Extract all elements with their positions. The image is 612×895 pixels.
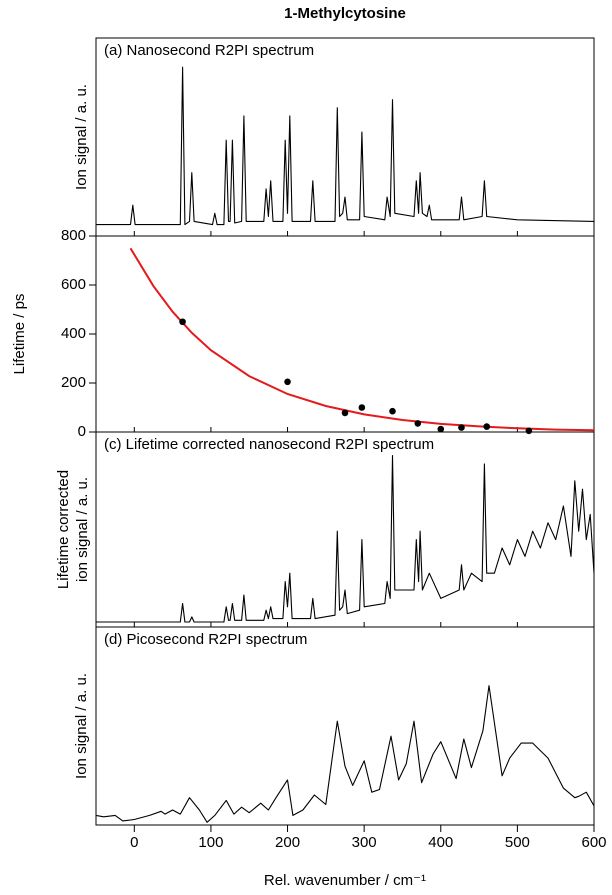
y-tick-label: 400 <box>61 325 86 342</box>
fit-curve <box>129 247 595 432</box>
data-point <box>525 427 533 435</box>
spectrum-line <box>96 66 595 226</box>
data-point <box>389 407 396 415</box>
y-axis-label: Lifetime / ps <box>11 294 28 375</box>
panel-frame <box>95 37 595 237</box>
panel-frame <box>95 626 595 826</box>
x-axis-label: Rel. wavenumber / cm⁻¹ <box>264 872 426 889</box>
data-point <box>284 378 291 386</box>
panel-label: (a) Nanosecond R2PI spectrum <box>104 42 314 59</box>
panel-label: (c) Lifetime corrected nanosecond R2PI s… <box>104 436 434 453</box>
spectrum-line <box>96 454 595 623</box>
panel-frame <box>95 431 595 628</box>
y-tick-label: 800 <box>61 227 86 244</box>
data-point <box>414 420 422 427</box>
data-point <box>358 404 366 411</box>
data-point <box>437 425 445 433</box>
data-point <box>179 318 186 326</box>
x-tick-label: 200 <box>275 834 300 851</box>
chart-title: 1-Methylcytosine <box>284 5 406 22</box>
data-point <box>341 409 349 417</box>
panel-frame <box>95 235 595 433</box>
y-tick-label: 0 <box>78 423 86 440</box>
data-point <box>458 424 465 431</box>
y-tick-label: 600 <box>61 276 86 293</box>
y-tick-label: 200 <box>61 374 86 391</box>
y-axis-label: ion signal / a. u. <box>74 477 91 582</box>
x-tick-label: 0 <box>130 834 138 851</box>
panel-label: (d) Picosecond R2PI spectrum <box>104 631 307 648</box>
y-axis-label: Ion signal / a. u. <box>73 673 90 779</box>
x-tick-label: 400 <box>428 834 453 851</box>
x-tick-label: 600 <box>581 834 606 851</box>
data-point <box>483 423 491 430</box>
y-axis-label: Ion signal / a. u. <box>73 84 90 190</box>
x-tick-label: 300 <box>352 834 377 851</box>
x-tick-label: 500 <box>505 834 530 851</box>
x-tick-label: 100 <box>198 834 223 851</box>
spectrum-line <box>95 685 595 823</box>
y-axis-label: Lifetime corrected <box>55 470 72 589</box>
